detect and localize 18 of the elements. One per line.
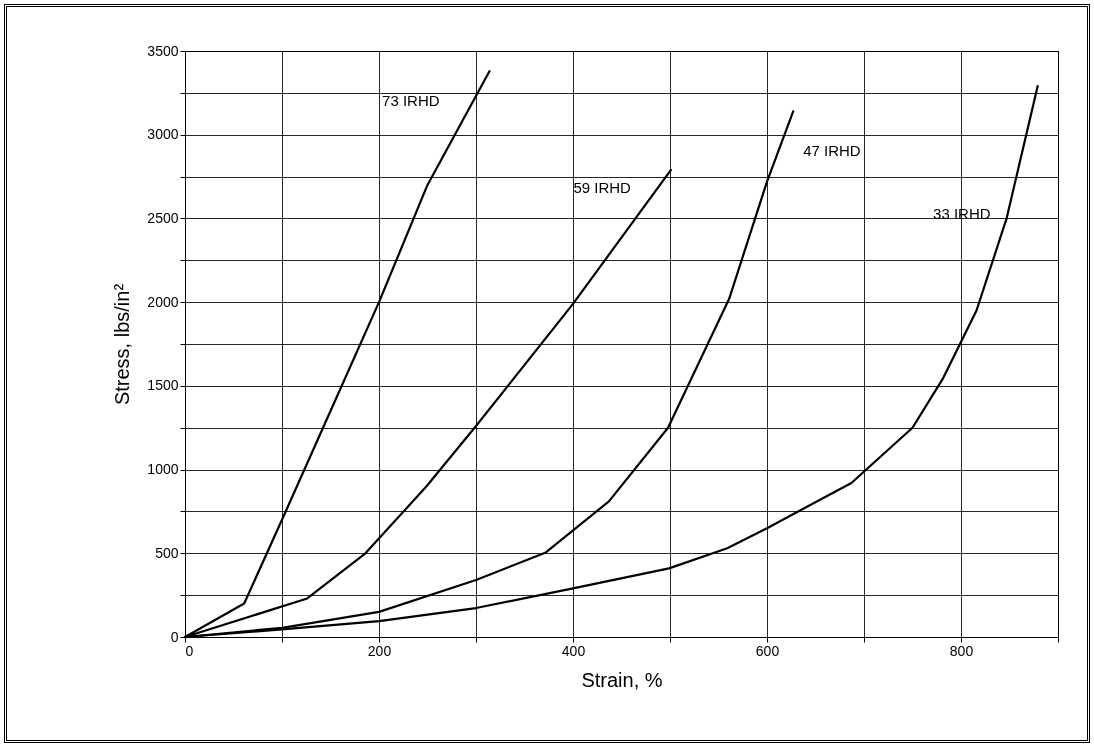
x-axis-title: Strain, % (581, 668, 663, 691)
y-tick-label: 3500 (147, 42, 179, 59)
y-tick-label: 1500 (147, 377, 179, 394)
x-tick-label: 600 (755, 642, 780, 659)
series-label: 47 IRHD (803, 142, 861, 160)
y-tick-label: 3000 (147, 126, 179, 143)
series-label: 73 IRHD (382, 92, 440, 110)
y-tick-label: 500 (155, 544, 179, 561)
x-tick-label: 200 (367, 642, 392, 659)
series-label: 59 IRHD (573, 178, 632, 196)
y-axis-title: Stress, lbs/in² (111, 283, 134, 406)
y-tick-label: 0 (170, 628, 179, 645)
y-tick-label: 2500 (147, 209, 179, 226)
y-tick-label: 1000 (147, 461, 179, 478)
x-tick-label: 800 (949, 642, 974, 659)
x-tick-label: 0 (185, 642, 194, 659)
x-tick-label: 400 (561, 642, 586, 659)
y-tick-label: 2000 (147, 293, 179, 310)
